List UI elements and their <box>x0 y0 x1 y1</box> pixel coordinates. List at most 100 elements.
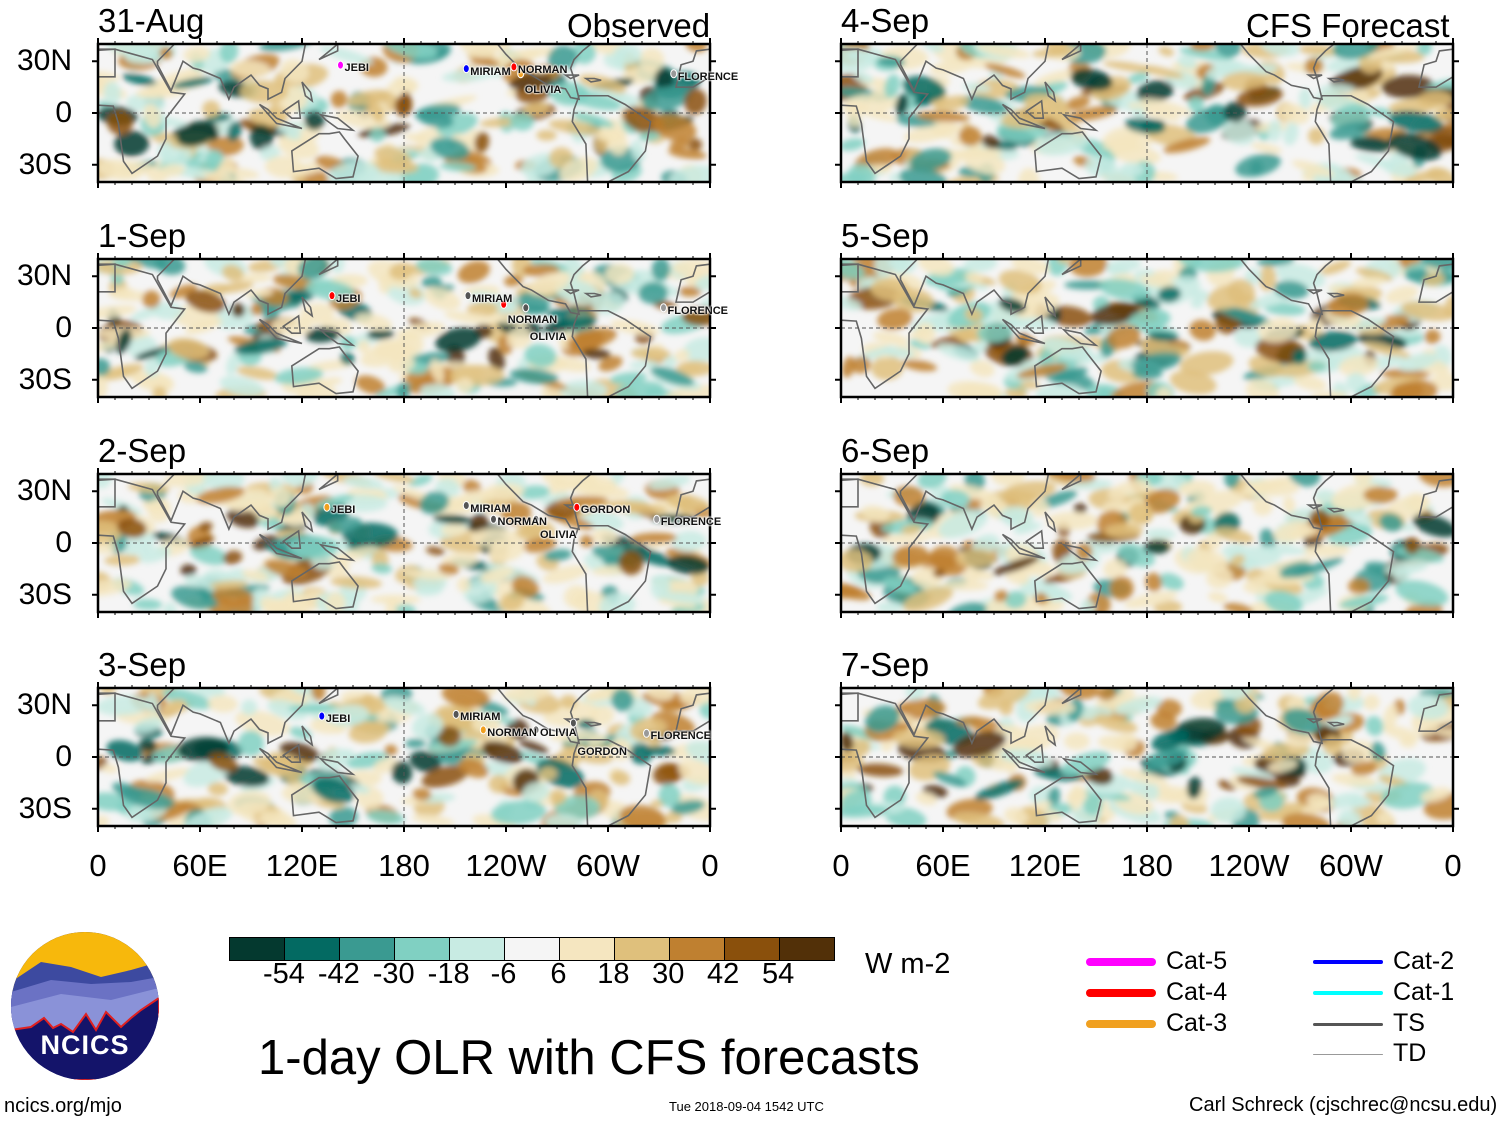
lat-tick-label: 0 <box>55 311 72 344</box>
coastline <box>1061 113 1099 132</box>
olr-anomaly-region <box>506 719 529 740</box>
coastline <box>290 775 359 824</box>
olr-anomaly-region <box>668 165 710 182</box>
olr-anomaly-region <box>581 348 611 360</box>
olr-anomaly-region <box>651 259 671 281</box>
panel-date-label: 2-Sep <box>98 432 187 469</box>
olr-anomaly-region <box>1145 748 1188 769</box>
olr-anomaly-region <box>271 317 312 337</box>
olr-anomaly-region <box>522 781 550 803</box>
olr-anomaly-region <box>104 44 154 59</box>
storm-label-olivia: OLIVIA <box>529 330 567 343</box>
coastline <box>1239 474 1336 531</box>
coastline <box>318 757 356 776</box>
colorbar-swatch <box>560 938 615 960</box>
olr-anomaly-region <box>678 759 710 785</box>
olr-anomaly-region <box>416 108 454 129</box>
logo-text: NCICS <box>40 1030 129 1060</box>
olr-anomaly-region <box>1143 540 1171 555</box>
coastline <box>301 296 314 318</box>
coastline <box>1061 688 1082 705</box>
olr-anomaly-region <box>528 271 571 296</box>
olr-anomaly-region <box>226 351 240 376</box>
storm-track-jebi <box>337 60 344 70</box>
panel-date-label: 6-Sep <box>841 432 930 469</box>
olr-anomaly-region <box>430 359 445 383</box>
coastline <box>1305 504 1323 510</box>
olr-anomaly-region <box>279 513 299 524</box>
olr-anomaly-region <box>1301 544 1350 558</box>
olr-anomaly-region <box>1118 688 1135 702</box>
olr-anomaly-region <box>143 103 161 128</box>
olr-anomaly-region <box>389 262 415 280</box>
olr-anomaly-region <box>1245 378 1279 397</box>
olr-anomaly-region <box>138 546 171 563</box>
olr-anomaly-region <box>1230 554 1246 566</box>
olr-anomaly-region <box>114 130 150 157</box>
olr-anomaly-region <box>1298 87 1312 109</box>
olr-anomaly-region <box>267 699 309 720</box>
olr-anomaly-region <box>1042 585 1073 602</box>
coastline <box>1239 688 1336 745</box>
storm-track-olivia <box>532 514 540 524</box>
olr-anomaly-region <box>421 276 442 288</box>
olr-anomaly-region <box>470 57 500 67</box>
olr-anomaly-region <box>1103 558 1128 579</box>
olr-anomaly-region <box>683 88 707 115</box>
olr-anomaly-region <box>650 366 695 386</box>
olr-anomaly-region <box>665 494 710 512</box>
olr-anomaly-region <box>610 770 631 786</box>
olr-anomaly-region <box>681 307 710 326</box>
coastline <box>258 318 303 345</box>
storm-label-florence: FLORENCE <box>677 70 739 83</box>
olr-anomaly-region <box>984 63 1026 79</box>
olr-anomaly-region <box>430 137 470 161</box>
olr-anomaly-region <box>319 45 374 65</box>
olr-anomaly-region <box>1010 317 1057 330</box>
olr-anomaly-region <box>1150 711 1177 731</box>
coastline <box>1305 289 1323 295</box>
coastline <box>571 309 652 397</box>
olr-anomaly-region <box>1000 748 1047 764</box>
coastline <box>1326 292 1345 298</box>
olr-anomaly-region <box>1237 86 1283 107</box>
olr-anomaly-region <box>311 776 355 804</box>
coastline <box>583 721 602 727</box>
olr-anomaly-region <box>683 337 710 363</box>
olr-anomaly-region <box>955 549 997 568</box>
olr-anomaly-region <box>638 281 668 305</box>
coastline <box>318 113 356 132</box>
olr-anomaly-region <box>539 766 557 781</box>
coastline <box>899 688 1050 746</box>
olr-anomaly-region <box>219 280 254 294</box>
olr-anomaly-region <box>1328 715 1353 729</box>
olr-anomaly-region <box>543 565 588 584</box>
olr-anomaly-region <box>1381 782 1435 809</box>
olr-anomaly-region <box>106 110 133 135</box>
coastline <box>301 725 314 747</box>
olr-anomaly-region <box>611 688 634 712</box>
olr-anomaly-region <box>932 568 946 578</box>
olr-anomaly-region <box>543 549 573 562</box>
storm-track-norman <box>510 62 518 72</box>
colorbar-tick-label: -42 <box>317 958 360 990</box>
coastline <box>899 44 1050 102</box>
lon-tick-label: 0 <box>89 848 107 883</box>
olr-anomaly-region <box>1291 557 1344 578</box>
olr-anomaly-region <box>98 337 126 352</box>
olr-anomaly-region <box>132 598 163 610</box>
coastline <box>674 263 710 303</box>
footer-url[interactable]: ncics.org/mjo <box>4 1095 122 1117</box>
olr-anomaly-region <box>953 731 1007 758</box>
coastline <box>98 692 116 722</box>
olr-anomaly-region <box>1158 573 1184 591</box>
olr-anomaly-region <box>591 528 618 545</box>
olr-anomaly-region <box>648 475 691 490</box>
olr-anomaly-region <box>1282 708 1321 735</box>
olr-anomaly-region <box>1090 302 1140 326</box>
olr-anomaly-region <box>98 358 111 377</box>
olr-anomaly-region <box>559 156 599 182</box>
olr-anomaly-region <box>1258 318 1298 343</box>
olr-anomaly-region <box>551 357 591 372</box>
olr-anomaly-region <box>1350 136 1394 153</box>
